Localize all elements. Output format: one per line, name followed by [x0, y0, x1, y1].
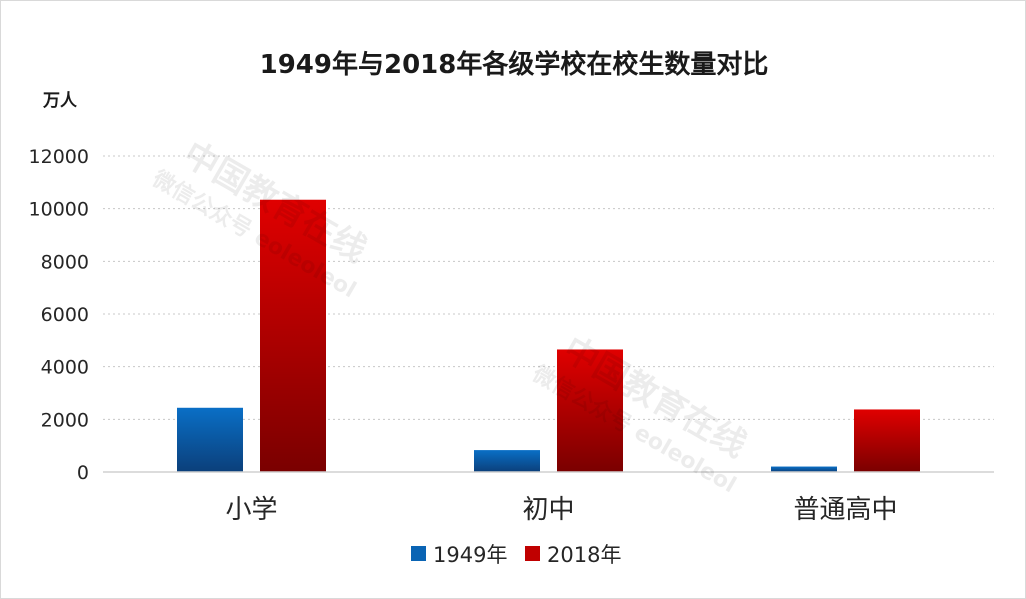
- gridlines: [103, 155, 994, 420]
- y-axis-unit: 万人: [42, 91, 78, 111]
- y-axis-ticks: 0 2000 4000 6000 8000 10000 12000: [29, 146, 89, 484]
- y-tick-label: 6000: [41, 304, 89, 326]
- legend-label: 1949年: [433, 543, 507, 567]
- legend-swatch: [525, 546, 540, 561]
- legend-swatch: [411, 546, 426, 561]
- category-label: 普通高中: [793, 495, 897, 525]
- bar-s2018-1: [557, 349, 623, 472]
- y-tick-label: 2000: [41, 409, 89, 431]
- y-tick-label: 4000: [41, 357, 89, 379]
- y-tick-label: 10000: [29, 199, 89, 221]
- y-tick-label: 8000: [41, 251, 89, 273]
- y-tick-label: 0: [77, 462, 89, 484]
- bar-s1949-2: [771, 466, 837, 472]
- bar-s2018-0: [260, 199, 326, 472]
- y-tick-label: 12000: [29, 146, 89, 168]
- bar-s1949-0: [177, 407, 243, 472]
- category-label: 初中: [522, 495, 574, 525]
- legend-label: 2018年: [547, 543, 621, 567]
- bars: [177, 199, 920, 472]
- bar-s2018-2: [854, 409, 920, 472]
- legend: 1949年 2018年: [411, 543, 621, 567]
- category-label: 小学: [225, 495, 277, 525]
- category-labels: 小学 初中 普通高中: [225, 495, 897, 525]
- bar-s1949-1: [474, 450, 540, 472]
- chart-title: 1949年与2018年各级学校在校生数量对比: [260, 49, 769, 80]
